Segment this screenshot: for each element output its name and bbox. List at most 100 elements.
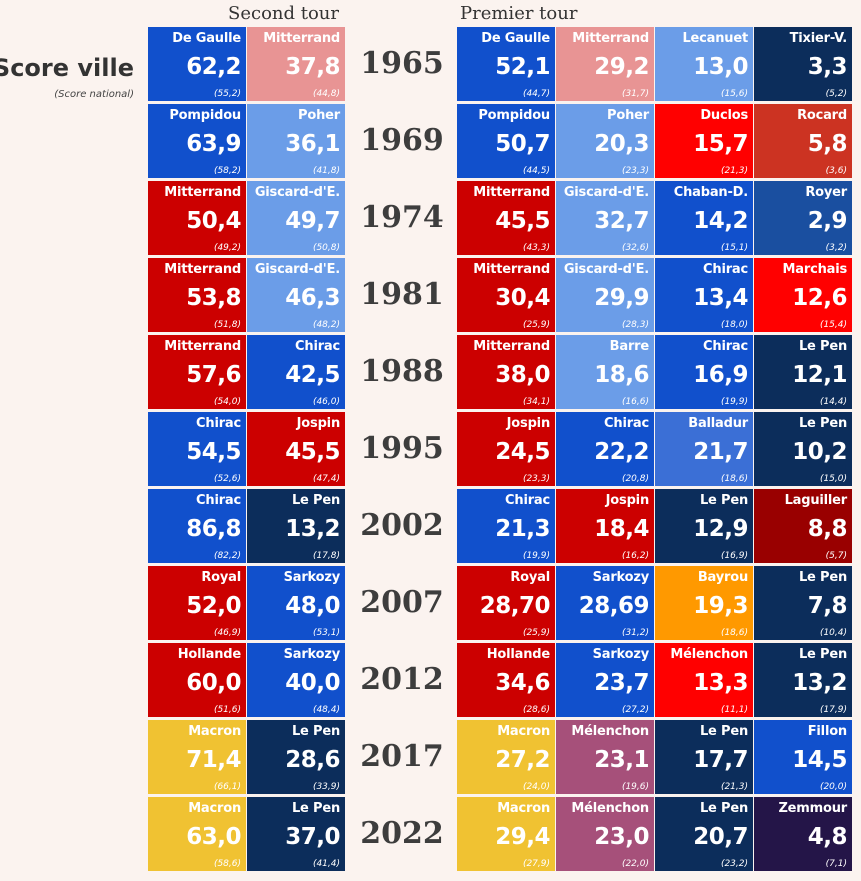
cell-premier-tour: Sarkozy 23,7 (27,2) bbox=[556, 643, 654, 717]
candidate-name: Le Pen bbox=[699, 801, 748, 816]
candidate-name: Mitterrand bbox=[473, 185, 550, 200]
national-score: (82,2) bbox=[213, 551, 241, 561]
city-score: 13,3 bbox=[693, 670, 748, 696]
city-score: 12,1 bbox=[792, 362, 847, 388]
cell-premier-tour: Mitterrand 30,4 (25,9) bbox=[457, 258, 555, 332]
national-score: (11,1) bbox=[720, 705, 748, 715]
candidate-name: Chirac bbox=[703, 339, 748, 354]
candidate-name: Hollande bbox=[486, 647, 550, 662]
candidate-name: Le Pen bbox=[291, 801, 340, 816]
cell-second-tour: Hollande 60,0 (51,6) bbox=[148, 643, 246, 717]
candidate-name: Mitterrand bbox=[473, 262, 550, 277]
city-score: 52,1 bbox=[495, 54, 550, 80]
candidate-name: Balladur bbox=[688, 416, 748, 431]
city-score: 63,9 bbox=[186, 131, 241, 157]
cell-second-tour: Sarkozy 48,0 (53,1) bbox=[247, 566, 345, 640]
national-score: (20,8) bbox=[621, 474, 649, 484]
national-score: (31,7) bbox=[621, 89, 649, 99]
city-score: 49,7 bbox=[285, 208, 340, 234]
city-score: 57,6 bbox=[186, 362, 241, 388]
city-score: 2,9 bbox=[807, 208, 848, 234]
national-score: (10,4) bbox=[819, 628, 847, 638]
candidate-name: Sarkozy bbox=[592, 570, 650, 585]
candidate-name: Macron bbox=[497, 801, 550, 816]
city-score: 32,7 bbox=[594, 208, 649, 234]
national-score: (21,3) bbox=[720, 166, 748, 176]
candidate-name: Le Pen bbox=[798, 647, 847, 662]
city-score: 28,69 bbox=[578, 593, 650, 619]
cell-premier-tour: Jospin 18,4 (16,2) bbox=[556, 489, 654, 563]
national-score: (7,1) bbox=[825, 859, 847, 869]
city-score: 46,3 bbox=[285, 285, 340, 311]
national-score: (44,8) bbox=[312, 89, 340, 99]
city-score: 54,5 bbox=[186, 439, 241, 465]
candidate-name: Fillon bbox=[807, 724, 847, 739]
candidate-name: Mitterrand bbox=[164, 185, 241, 200]
city-score: 30,4 bbox=[495, 285, 550, 311]
city-score: 50,7 bbox=[495, 131, 550, 157]
cell-premier-tour: Mitterrand 29,2 (31,7) bbox=[556, 27, 654, 101]
city-score: 15,7 bbox=[693, 131, 748, 157]
candidate-name: Marchais bbox=[782, 262, 848, 277]
national-score: (16,9) bbox=[720, 551, 748, 561]
cell-second-tour: Macron 63,0 (58,6) bbox=[148, 797, 246, 871]
cell-premier-tour: Jospin 24,5 (23,3) bbox=[457, 412, 555, 486]
year-label: 1965 bbox=[360, 46, 444, 81]
city-score: 52,0 bbox=[186, 593, 241, 619]
national-score: (27,2) bbox=[621, 705, 649, 715]
cell-premier-tour: Mélenchon 23,0 (22,0) bbox=[556, 797, 654, 871]
cell-second-tour: Mitterrand 57,6 (54,0) bbox=[148, 335, 246, 409]
cell-premier-tour: Laguiller 8,8 (5,7) bbox=[754, 489, 852, 563]
city-score: 20,3 bbox=[594, 131, 649, 157]
cell-premier-tour: Lecanuet 13,0 (15,6) bbox=[655, 27, 753, 101]
city-score: 45,5 bbox=[285, 439, 340, 465]
candidate-name: Chirac bbox=[604, 416, 649, 431]
city-score: 29,9 bbox=[594, 285, 649, 311]
cell-second-tour: Poher 36,1 (41,8) bbox=[247, 104, 345, 178]
candidate-name: Royal bbox=[201, 570, 241, 585]
city-score: 62,2 bbox=[186, 54, 241, 80]
city-score: 13,0 bbox=[693, 54, 748, 80]
candidate-name: Chirac bbox=[505, 493, 550, 508]
header-second-tour: Second tour bbox=[228, 3, 340, 24]
candidate-name: De Gaulle bbox=[172, 31, 241, 46]
year-label: 2007 bbox=[360, 585, 444, 620]
city-score: 8,8 bbox=[807, 516, 848, 542]
candidate-name: Le Pen bbox=[291, 724, 340, 739]
cell-premier-tour: Royer 2,9 (3,2) bbox=[754, 181, 852, 255]
city-score: 4,8 bbox=[807, 824, 848, 850]
header-premier-tour: Premier tour bbox=[460, 3, 578, 24]
national-score: (16,2) bbox=[621, 551, 649, 561]
national-score: (15,4) bbox=[819, 320, 847, 330]
cell-premier-tour: Pompidou 50,7 (44,5) bbox=[457, 104, 555, 178]
candidate-name: Jospin bbox=[605, 493, 650, 508]
candidate-name: Sarkozy bbox=[283, 570, 341, 585]
cell-premier-tour: Fillon 14,5 (20,0) bbox=[754, 720, 852, 794]
city-score: 36,1 bbox=[285, 131, 340, 157]
year-label: 1974 bbox=[360, 200, 444, 235]
city-score: 16,9 bbox=[693, 362, 748, 388]
year-label: 1981 bbox=[360, 277, 444, 312]
candidate-name: Mitterrand bbox=[164, 262, 241, 277]
cell-premier-tour: Chirac 21,3 (19,9) bbox=[457, 489, 555, 563]
cell-second-tour: Royal 52,0 (46,9) bbox=[148, 566, 246, 640]
candidate-name: Duclos bbox=[700, 108, 748, 123]
candidate-name: Giscard-d'E. bbox=[563, 262, 649, 277]
candidate-name: Royer bbox=[805, 185, 847, 200]
city-score: 50,4 bbox=[186, 208, 241, 234]
candidate-name: Mitterrand bbox=[473, 339, 550, 354]
national-score: (28,3) bbox=[621, 320, 649, 330]
city-score: 20,7 bbox=[693, 824, 748, 850]
candidate-name: Mitterrand bbox=[164, 339, 241, 354]
national-score: (49,2) bbox=[213, 243, 241, 253]
candidate-name: De Gaulle bbox=[481, 31, 550, 46]
national-score: (44,7) bbox=[522, 89, 550, 99]
cell-premier-tour: Macron 27,2 (24,0) bbox=[457, 720, 555, 794]
candidate-name: Le Pen bbox=[798, 339, 847, 354]
candidate-name: Le Pen bbox=[291, 493, 340, 508]
city-score: 3,3 bbox=[807, 54, 848, 80]
city-score: 60,0 bbox=[186, 670, 241, 696]
cell-second-tour: Mitterrand 37,8 (44,8) bbox=[247, 27, 345, 101]
national-score: (18,6) bbox=[720, 474, 748, 484]
city-score: 53,8 bbox=[186, 285, 241, 311]
